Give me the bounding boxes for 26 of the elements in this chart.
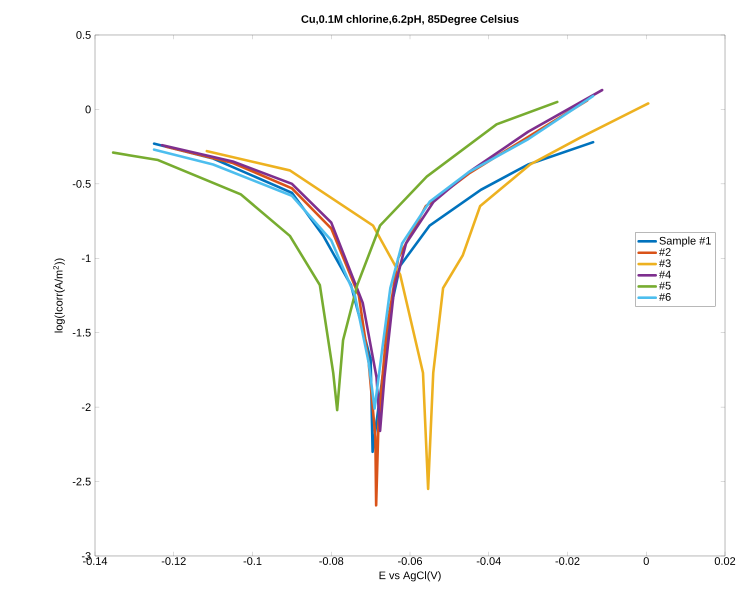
x-tick-label: 0.02	[714, 557, 736, 565]
y-tick-label: -1.5	[72, 328, 91, 337]
chart-title: Cu,0.1M chlorine,6.2pH, 85Degree Celsius	[301, 14, 519, 26]
x-tick-label: -0.04	[476, 557, 501, 565]
y-tick-label: -1	[82, 254, 91, 262]
y-tick-label: -2.5	[72, 478, 91, 486]
x-tick-label: -0.02	[556, 557, 580, 565]
y-tick-label: 0.5	[76, 31, 91, 39]
legend-label: Sample #1	[659, 236, 711, 247]
x-tick-label: -0.12	[162, 557, 186, 565]
legend-label: #3	[659, 259, 671, 268]
x-tick-label: -0.06	[398, 557, 422, 565]
line-series	[206, 102, 650, 490]
line-series	[112, 100, 559, 412]
y-tick-label: 0	[85, 106, 91, 114]
x-tick-label: -0.08	[319, 557, 344, 565]
x-tick-label: -0.1	[244, 557, 262, 565]
x-axis-title: E vs AgCl(V)	[380, 571, 441, 582]
y-axis-title: log(Icorr(A/m$^{2}$))	[53, 258, 65, 332]
legend-label: #2	[659, 248, 671, 256]
y-tick-label: -2	[82, 403, 91, 411]
y-tick-label: -0.5	[72, 180, 91, 188]
legend-label: #6	[659, 293, 671, 301]
legend-label: #4	[659, 270, 671, 278]
legend-label: #5	[659, 282, 671, 290]
x-tick-label: 0	[644, 557, 649, 565]
